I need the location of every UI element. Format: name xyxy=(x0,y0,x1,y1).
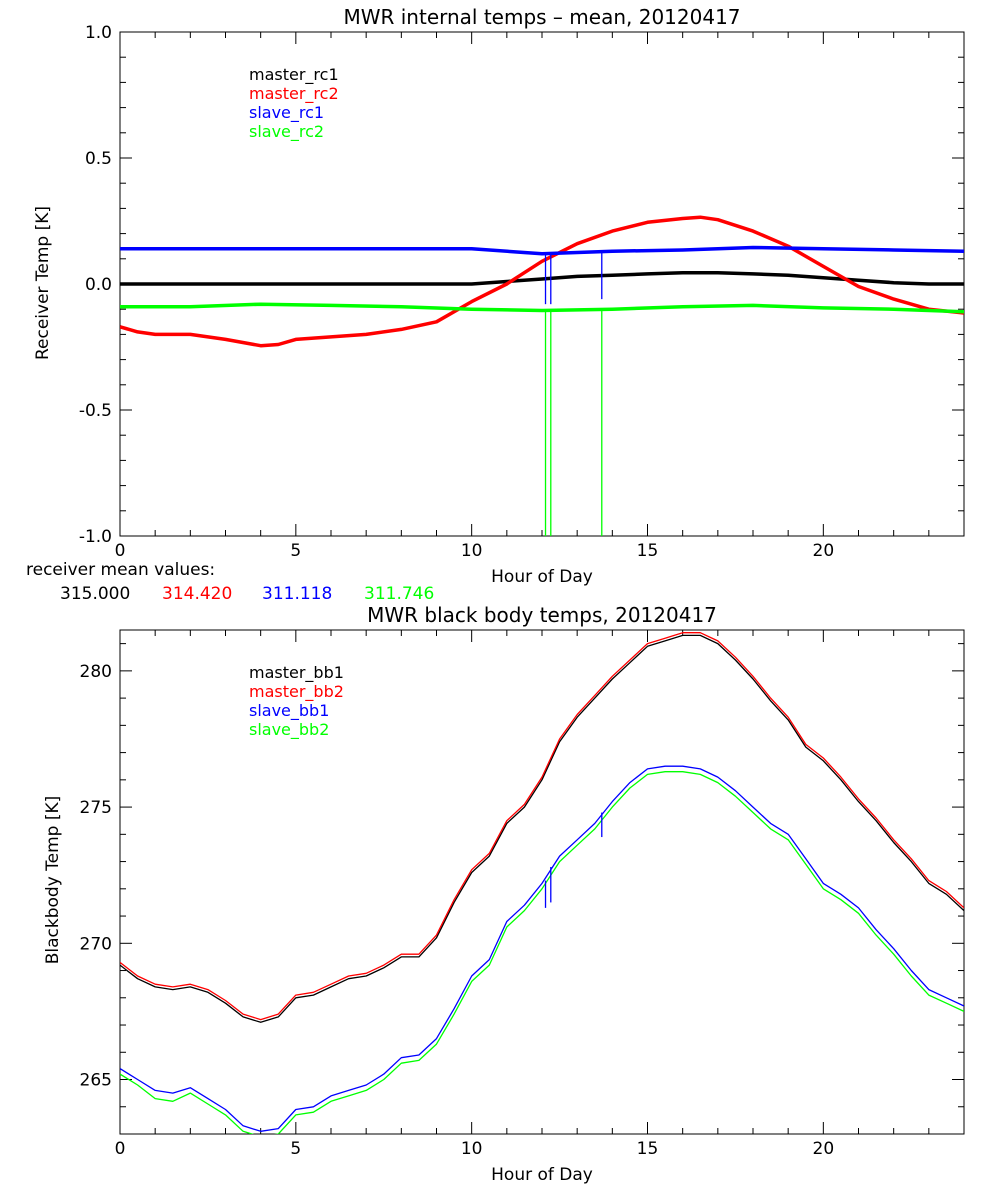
receiver-mean-value-3: 311.118 xyxy=(262,584,332,604)
chart1-series-slave_rc1 xyxy=(120,245,964,256)
chart2-xlabel: Hour of Day xyxy=(491,1165,593,1185)
chart2-frame xyxy=(119,629,965,1135)
chart2-series-master_bb1 xyxy=(120,634,964,1023)
chart1-xtick-label: 0 xyxy=(115,541,126,561)
chart2-xtick-label: 15 xyxy=(637,1139,659,1159)
chart1-ytick-label: 1.0 xyxy=(85,23,112,43)
chart2-plot: 0 5 10 15 20 265 270 275 280 master_bb1master_bb2… xyxy=(80,629,965,1159)
chart2-xtick-label: 5 xyxy=(290,1139,301,1159)
chart1-xtick-label: 15 xyxy=(637,541,659,561)
chart2-xtick-label: 10 xyxy=(461,1139,483,1159)
chart2-xtick-label: 0 xyxy=(115,1139,126,1159)
chart1-xtick-label: 20 xyxy=(813,541,835,561)
receiver-mean-value-4: 311.746 xyxy=(364,584,434,604)
chart2-ylabel: Blackbody Temp [K] xyxy=(43,796,63,965)
chart1-legend-master_rc1: master_rc1 xyxy=(249,65,339,85)
receiver-mean-label: receiver mean values: xyxy=(26,560,215,580)
chart1-legend-slave_rc2: slave_rc2 xyxy=(249,122,324,142)
chart2-legend-master_bb2: master_bb2 xyxy=(249,682,344,702)
chart2-series-slave_bb1 xyxy=(120,765,964,1132)
chart1-ytick-label: 0.5 xyxy=(85,149,112,169)
chart2-series-slave_bb2 xyxy=(120,771,964,1134)
chart1-legend-master_rc2: master_rc2 xyxy=(249,84,339,104)
chart2-series-group xyxy=(120,632,964,1134)
chart2-legend-master_bb1: master_bb1 xyxy=(249,663,344,683)
chart2-ytick-label: 265 xyxy=(80,1071,112,1091)
chart1-series-master_rc1 xyxy=(120,270,964,286)
chart1-ylabel: Receiver Temp [K] xyxy=(33,206,53,360)
chart2-ytick-label: 275 xyxy=(80,798,112,818)
chart2-title: MWR black body temps, 20120417 xyxy=(367,603,717,627)
chart1-legend-slave_rc1: slave_rc1 xyxy=(249,103,324,123)
chart2-legend-slave_bb2: slave_bb2 xyxy=(249,720,329,740)
receiver-mean-value-2: 314.420 xyxy=(162,584,232,604)
chart1-ytick-label: -1.0 xyxy=(79,527,112,547)
chart1-series-group xyxy=(120,215,964,536)
chart2-series-master_bb2 xyxy=(120,632,964,1021)
receiver-mean-value-1: 315.000 xyxy=(60,584,130,604)
chart2-ytick-label: 270 xyxy=(80,934,112,954)
chart1-series-master_rc2 xyxy=(120,215,964,348)
chart1-xlabel: Hour of Day xyxy=(491,567,593,587)
chart1-title: MWR internal temps – mean, 20120417 xyxy=(343,5,740,29)
chart1-series-slave_rc2 xyxy=(120,302,964,314)
chart1-xtick-label: 10 xyxy=(461,541,483,561)
chart2-xtick-label: 20 xyxy=(813,1139,835,1159)
chart1-xtick-label: 5 xyxy=(290,541,301,561)
chart1-plot: 0 5 10 15 20 -1.0 -0.5 0.0 0.5 1.0 master_rc1maste… xyxy=(79,23,965,561)
chart1-ytick-label: -0.5 xyxy=(79,401,112,421)
chart2-ytick-label: 280 xyxy=(80,662,112,682)
chart2-legend-slave_bb1: slave_bb1 xyxy=(249,701,329,721)
chart1-ytick-label: 0.0 xyxy=(85,275,112,295)
